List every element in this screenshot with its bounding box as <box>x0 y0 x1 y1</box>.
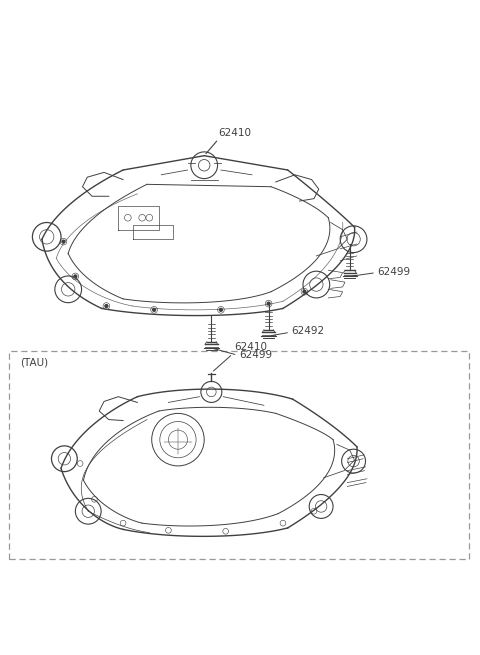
Text: (TAU): (TAU) <box>21 357 48 367</box>
Circle shape <box>105 305 108 307</box>
Bar <box>9 351 469 559</box>
Text: 62492: 62492 <box>291 326 324 336</box>
Text: 62410: 62410 <box>218 128 252 138</box>
Circle shape <box>267 302 270 305</box>
Circle shape <box>74 275 77 278</box>
Circle shape <box>219 309 222 311</box>
Circle shape <box>303 290 306 293</box>
Text: 62410: 62410 <box>234 343 267 352</box>
Text: 62499: 62499 <box>377 267 410 276</box>
Circle shape <box>153 309 156 311</box>
Text: 62499: 62499 <box>239 350 272 360</box>
Circle shape <box>62 240 65 243</box>
